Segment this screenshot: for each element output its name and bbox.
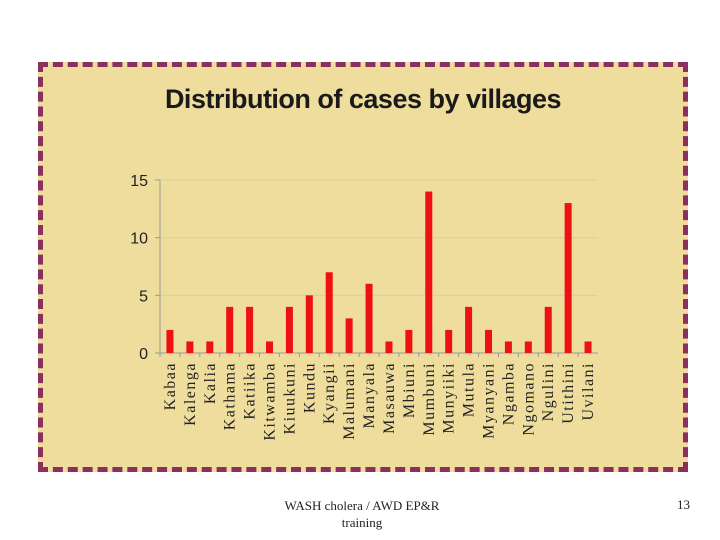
- bar-kiuukuni: [285, 306, 293, 353]
- x-tick-label-kitwamba: Kitwamba: [262, 362, 279, 441]
- x-tick-label-mbiuni: Mbiuni: [401, 362, 418, 418]
- bar-kabaa: [166, 329, 174, 353]
- bar-kyangii: [325, 272, 333, 353]
- bars: [166, 191, 592, 353]
- x-tick-label-masauwa: Masauwa: [381, 362, 398, 434]
- chart-title: Distribution of cases by villages: [164, 84, 562, 114]
- footer-line-1: WASH cholera / AWD EP&R: [284, 498, 440, 513]
- bar-myanyani: [485, 329, 492, 353]
- bar-kitwamba: [266, 341, 273, 353]
- bar-ngomano: [524, 341, 532, 353]
- x-tick-labels: Kabaa Kalenga Kalia Kathama Katiika Kitwamba K…: [162, 362, 597, 441]
- bar-masauwa: [385, 341, 393, 353]
- x-tick-label-kalia: Kalia: [202, 362, 219, 404]
- x-tick-label-uvilani: Uvilani: [580, 362, 597, 421]
- bar-kalenga: [186, 341, 194, 353]
- x-tick-label-ngamba: Ngamba: [500, 362, 517, 425]
- bar-malumani: [345, 318, 353, 353]
- y-tick-label-2: 10: [130, 231, 148, 248]
- x-tick-label-mumbuni: Mumbuni: [421, 362, 438, 436]
- bar-katiika: [246, 306, 254, 353]
- bar-ngulini: [544, 306, 552, 353]
- x-tick-label-kathama: Kathama: [222, 362, 239, 430]
- bar-uvilani: [584, 341, 592, 353]
- x-tick-label-ngomano: Ngomano: [520, 362, 537, 436]
- bar-manyala: [365, 283, 373, 353]
- x-tick-label-mutula: Mutula: [461, 362, 478, 417]
- x-tick-label-kabaa: Kabaa: [162, 362, 179, 410]
- bar-mutula: [465, 306, 473, 353]
- x-tick-label-kiuukuni: Kiuukuni: [281, 362, 298, 434]
- footer-text: WASH cholera / AWD EP&R training: [262, 497, 462, 531]
- footer-line-2: training: [341, 515, 383, 530]
- x-tick-label-malumani: Malumani: [341, 362, 358, 440]
- bar-ngamba: [504, 341, 512, 353]
- x-tick-label-kalenga: Kalenga: [182, 362, 199, 426]
- y-tick-label-3: 15: [130, 173, 148, 190]
- grid-lines: [160, 179, 598, 296]
- bar-munyiiki: [445, 329, 453, 353]
- x-tick-label-kyangii: Kyangii: [321, 362, 338, 424]
- bar-mbiuni: [405, 329, 413, 353]
- y-tick-label-1: 5: [139, 288, 148, 305]
- bar-utithini: [564, 203, 572, 353]
- x-tick-label-munyiiki: Munyiiki: [441, 362, 458, 434]
- bar-mumbuni: [425, 191, 433, 353]
- y-tick-label-0: 0: [139, 346, 148, 363]
- x-tick-label-manyala: Manyala: [361, 362, 378, 428]
- x-tick-label-ngulini: Ngulini: [540, 362, 557, 421]
- bar-kathama: [226, 306, 234, 353]
- bar-kalia: [206, 341, 214, 353]
- x-tick-label-myanyani: Myanyani: [481, 362, 498, 439]
- slide-frame: [38, 62, 688, 472]
- y-tick-labels: 0 5 10 15: [130, 173, 148, 363]
- axes: [155, 179, 598, 357]
- page-number: 13: [677, 497, 690, 512]
- x-tick-label-utithini: Utithini: [560, 362, 577, 424]
- bar-kundu: [305, 295, 313, 353]
- x-tick-label-katiika: Katiika: [242, 362, 259, 420]
- x-tick-label-kundu: Kundu: [301, 362, 318, 413]
